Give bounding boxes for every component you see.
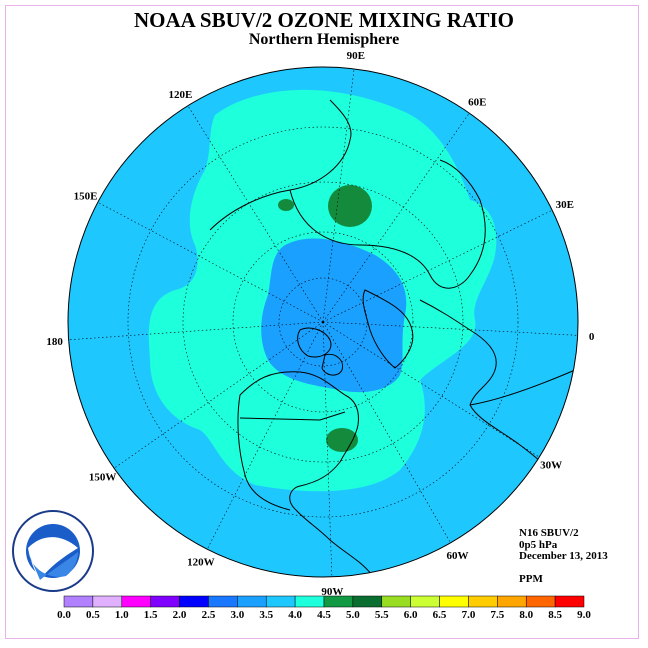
colorbar-tick-label: 2.5 (201, 609, 216, 621)
ozone-peak-siberia (328, 185, 372, 227)
us-border (239, 411, 346, 421)
logo-bird-shape (28, 537, 78, 580)
meridian-line (187, 105, 324, 323)
colorbar-tick-label: 7.0 (461, 609, 476, 621)
graticule (68, 68, 578, 577)
longitude-label: 120W (187, 557, 215, 569)
colorbar-tick-label: 4.5 (317, 609, 331, 621)
colorbar-tick-label: 7.5 (490, 609, 505, 621)
longitude-label: 60E (468, 97, 486, 109)
colorbar (63, 595, 585, 608)
meridian-line (322, 321, 578, 336)
colorbar-swatch (265, 595, 296, 608)
greenland-coast (362, 289, 414, 369)
meridian-line (97, 202, 324, 323)
map-title: NOAA SBUV/2 OZONE MIXING RATIO (134, 8, 514, 32)
colorbar-swatch (63, 595, 94, 608)
colorbar-tick-label: 5.0 (346, 609, 360, 621)
colorbar-swatch (237, 595, 267, 608)
colorbar-tick-label: 9.0 (577, 609, 591, 621)
colorbar-tick-label: 1.5 (143, 609, 158, 621)
longitude-label: 90W (321, 586, 343, 598)
longitude-label: 30W (540, 460, 562, 472)
meridian-line (322, 68, 355, 323)
meridian-line (113, 321, 324, 469)
colorbar-tick-label: 8.5 (548, 609, 562, 621)
colorbar-tick-label: 6.5 (432, 609, 447, 621)
units-label: PPM (519, 573, 543, 585)
africa-coast (469, 369, 576, 406)
meridian-line (322, 321, 451, 543)
lat-circle-75 (278, 277, 368, 367)
longitude-label: 30E (556, 199, 574, 211)
colorbar-swatch (179, 595, 209, 608)
longitude-label: 120E (169, 89, 193, 101)
colorbar-swatch (525, 595, 556, 608)
colorbar-swatch (92, 595, 123, 608)
colorbar-swatch (410, 595, 440, 608)
lat-circle-60 (232, 231, 414, 413)
europe-coast (419, 299, 561, 481)
north-america-coast (237, 371, 373, 576)
meridians (68, 68, 578, 577)
colorbar-swatch (323, 595, 354, 608)
date-label: December 13, 2013 (519, 550, 608, 562)
ozone-contours (68, 68, 578, 577)
colorbar-tick-label: 1.0 (114, 609, 129, 621)
colorbar-swatch (497, 595, 527, 608)
colorbar-swatch (294, 595, 325, 608)
page-frame (5, 5, 639, 639)
logo-wave (28, 552, 78, 580)
colorbar-tick-label: 5.5 (374, 609, 389, 621)
coastlines (209, 99, 576, 576)
colorbar-swatch (554, 595, 585, 608)
longitude-label: 90E (347, 50, 365, 62)
colorbar-tick-label: 3.0 (230, 609, 245, 621)
colorbar-tick-label: 8.0 (519, 609, 534, 621)
meridian-line (322, 209, 553, 323)
colorbar-swatch (381, 595, 411, 608)
instrument-label: N16 SBUV/2 (519, 527, 579, 539)
meridian-line (322, 321, 540, 458)
longitude-labels: 90E 60E 30E 0 30W 60W 90W 120W 150W 180 150E 120E (46, 50, 594, 598)
colorbar-tick-label: 3.5 (259, 609, 274, 621)
noaa-logo: NOAA (12, 510, 94, 592)
colorbar-swatch (150, 595, 180, 608)
meridian-line (206, 321, 324, 550)
ozone-band-3p0-3p5 (261, 238, 407, 393)
ozone-peak-small (278, 199, 294, 211)
lat-circle-45 (182, 181, 464, 463)
colorbar-tick-label: 0.5 (86, 609, 100, 621)
meridian-line (68, 321, 324, 341)
colorbar-tick-label: 6.0 (403, 609, 418, 621)
ozone-peak-atlantic (326, 428, 358, 452)
lat-circle-30 (127, 126, 519, 518)
longitude-label: 180 (46, 336, 63, 348)
colorbar-tick-label: 0.0 (57, 609, 71, 621)
longitude-label: 0 (589, 331, 595, 343)
canadian-archipelago (297, 327, 344, 376)
colorbar-tick-label: 4.0 (288, 609, 302, 621)
logo-text: NOAA (38, 539, 67, 550)
longitude-label: 150E (74, 191, 98, 203)
meridian-line (322, 112, 470, 323)
pressure-label: 0p5 hPa (519, 539, 558, 551)
colorbar-swatch (121, 595, 151, 608)
colorbar-tick-label: 2.0 (172, 609, 187, 621)
colorbar-swatch (468, 595, 498, 608)
colorbar-swatch (352, 595, 383, 608)
colorbar-swatch (208, 595, 238, 608)
meridian-line (322, 321, 333, 577)
map-subtitle: Northern Hemisphere (248, 31, 400, 48)
longitude-label: 150W (89, 471, 117, 483)
longitude-label: 60W (447, 550, 469, 562)
eurasia-coast (209, 99, 486, 289)
colorbar-swatch (439, 595, 469, 608)
